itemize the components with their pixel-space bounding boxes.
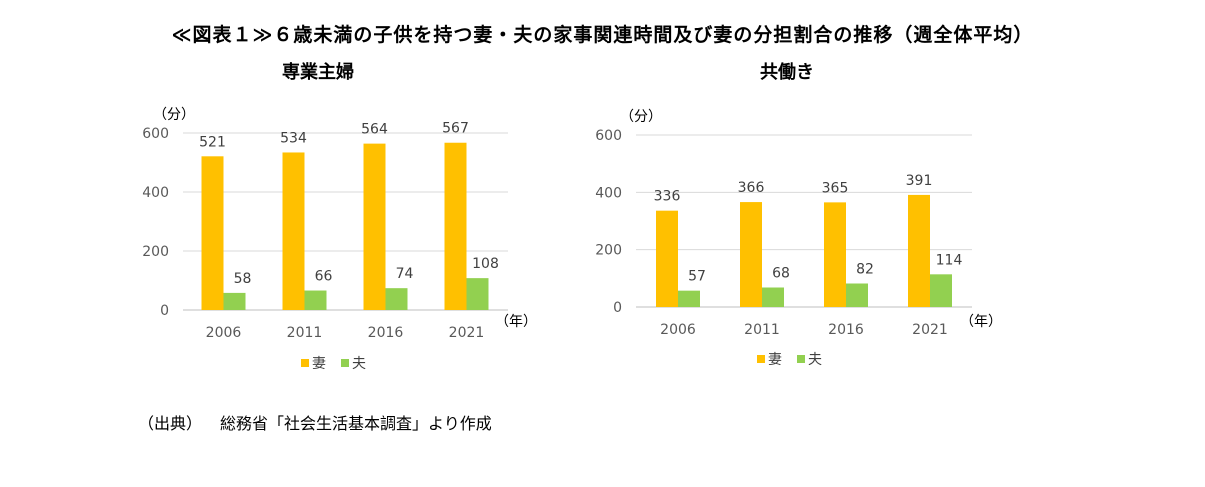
chart-2-x-unit: （年） — [960, 314, 1002, 330]
chart-1-data-label: 74 — [396, 266, 414, 282]
chart-2-ytick-label: 0 — [613, 300, 622, 316]
chart-1-data-label: 564 — [361, 122, 388, 138]
chart-1-bar-husband-2011 — [304, 290, 327, 310]
chart-2-ytick-label: 400 — [595, 185, 622, 201]
chart-2-bar-husband-2016 — [846, 283, 868, 307]
chart-1-data-label: 521 — [199, 134, 226, 150]
page-title: ≪図表１≫６歳未満の子供を持つ妻・夫の家事関連時間及び妻の分担割合の推移（週全体… — [171, 24, 1034, 46]
chart-2-data-label: 366 — [738, 180, 765, 196]
chart-2-data-label: 114 — [936, 252, 963, 268]
chart-1-data-label: 108 — [472, 256, 499, 272]
chart-1-ytick-label: 600 — [142, 126, 169, 142]
chart-1-bar-husband-2021 — [466, 278, 489, 310]
chart-1-legend-label: 妻 — [312, 356, 326, 372]
chart-2-y-unit: （分） — [620, 109, 662, 125]
chart-1-bar-wife-2006 — [201, 156, 224, 310]
chart-2-data-label: 68 — [772, 266, 790, 282]
chart-2-legend-swatch — [797, 355, 805, 363]
chart-2-bar-wife-2006 — [656, 210, 678, 307]
source-text: 総務省「社会生活基本調査」より作成 — [220, 414, 492, 433]
chart-1-ytick-label: 200 — [142, 244, 169, 260]
chart-2-data-label: 365 — [822, 180, 849, 196]
chart-1-bar-wife-2011 — [282, 152, 305, 310]
chart-2-ytick-label: 200 — [595, 243, 622, 259]
chart-2-bar-wife-2021 — [908, 194, 930, 307]
chart-2-data-label: 57 — [688, 269, 706, 285]
chart-1-xtick-label: 2021 — [449, 325, 485, 341]
chart-1-xtick-label: 2011 — [287, 325, 323, 341]
chart-1-bar-wife-2016 — [363, 143, 386, 310]
chart-2-data-label: 336 — [654, 189, 681, 205]
chart-2-legend-label: 妻 — [768, 352, 782, 368]
chart-2-legend-label: 夫 — [808, 352, 822, 368]
chart-2-xtick-label: 2016 — [828, 322, 864, 338]
chart-1-bar-husband-2006 — [223, 292, 246, 310]
chart-1-data-label: 567 — [442, 121, 469, 137]
chart-2-bar-wife-2011 — [740, 202, 762, 307]
chart-1-bar-husband-2016 — [385, 288, 408, 310]
chart-1-x-unit: （年） — [495, 314, 537, 330]
chart-2-title: 共働き — [760, 62, 814, 83]
chart-1-ytick-label: 400 — [142, 185, 169, 201]
chart-1-legend-swatch — [301, 359, 309, 367]
chart-2-ytick-label: 600 — [595, 128, 622, 144]
chart-2-bar-husband-2006 — [678, 290, 700, 307]
chart-1-title: 専業主婦 — [282, 62, 354, 83]
source-label: （出典） — [138, 414, 203, 433]
chart-1-ytick-label: 0 — [160, 303, 169, 319]
chart-1-bar-wife-2021 — [444, 142, 467, 310]
chart-1-xtick-label: 2016 — [368, 325, 404, 341]
chart-1-data-label: 58 — [234, 271, 252, 287]
chart-2-xtick-label: 2011 — [744, 322, 780, 338]
chart-1-data-label: 66 — [315, 269, 333, 285]
chart-2-data-label: 391 — [906, 173, 933, 189]
chart-2-data-label: 82 — [856, 261, 874, 277]
chart-2-bar-husband-2011 — [762, 287, 784, 307]
chart-1-y-unit: （分） — [153, 107, 195, 123]
chart-2-legend-swatch — [757, 355, 765, 363]
chart-1-data-label: 534 — [280, 130, 307, 146]
chart-2-xtick-label: 2021 — [912, 322, 948, 338]
chart-1-legend-label: 夫 — [352, 356, 366, 372]
source-note: （出典） 総務省「社会生活基本調査」より作成 — [138, 410, 510, 434]
chart-2-bar-wife-2016 — [824, 202, 846, 307]
chart-1-xtick-label: 2006 — [206, 325, 242, 341]
chart-2-bar-husband-2021 — [930, 274, 952, 307]
chart-1-legend-swatch — [341, 359, 349, 367]
chart-2-xtick-label: 2006 — [660, 322, 696, 338]
